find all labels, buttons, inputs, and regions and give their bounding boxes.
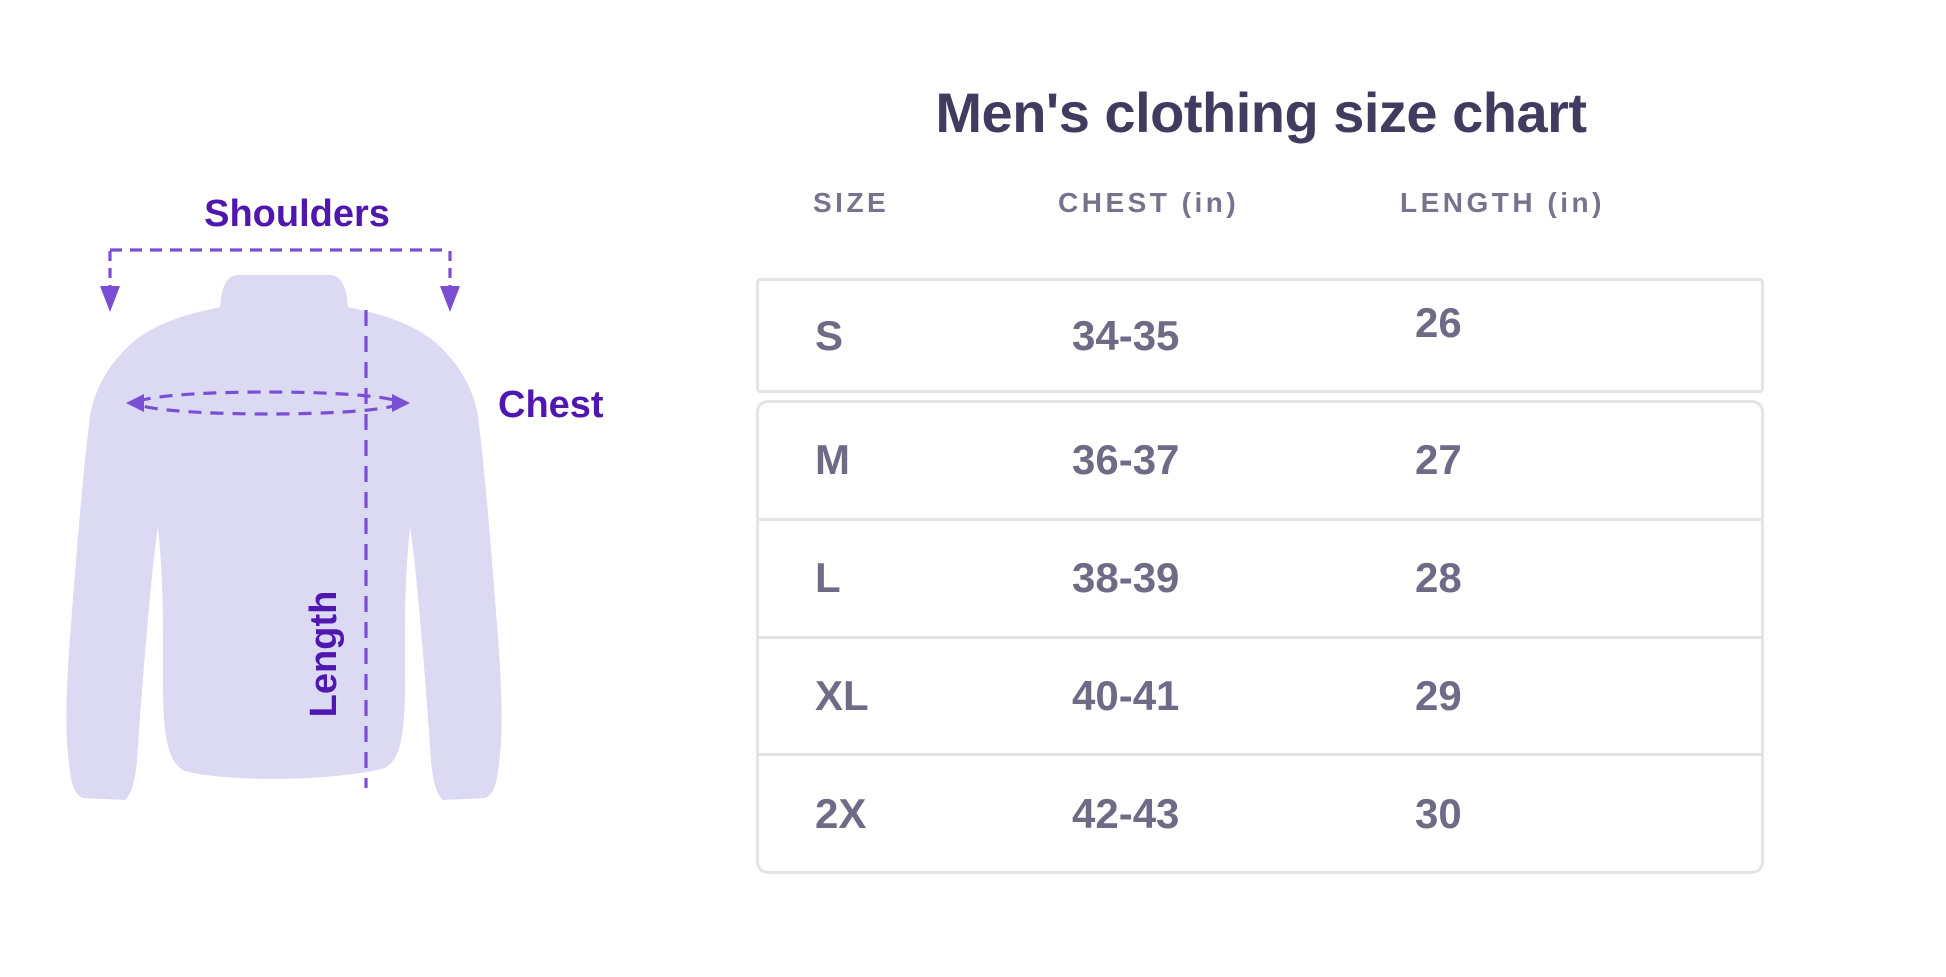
chest-cell: 42-43 xyxy=(1072,789,1180,837)
chest-label: Chest xyxy=(498,384,604,426)
size-cell: L xyxy=(815,554,841,602)
shoulders-arrow-left-icon xyxy=(100,286,120,312)
table-row: XL 40-41 29 xyxy=(759,639,1761,757)
column-header-length: LENGTH (in) xyxy=(1400,187,1605,218)
chest-cell: 40-41 xyxy=(1072,671,1180,719)
length-label: Length xyxy=(303,591,345,718)
shirt-measurement-diagram: Shoulders Chest Length xyxy=(66,193,604,800)
size-table-row-group-m-2x: M 36-37 27 L 38-39 28 XL 40-41 29 2X 42-… xyxy=(756,400,1764,874)
chest-cell: 36-37 xyxy=(1072,436,1180,484)
chest-cell: 38-39 xyxy=(1072,554,1180,602)
chest-cell: 34-35 xyxy=(1072,311,1180,359)
shirt-left-sleeve xyxy=(66,309,212,800)
shoulders-label: Shoulders xyxy=(204,193,390,235)
size-cell: XL xyxy=(815,671,869,719)
length-cell: 26 xyxy=(1415,298,1462,346)
table-row: M 36-37 27 xyxy=(759,403,1761,521)
shoulders-arrow-right-icon xyxy=(440,286,460,312)
column-header-size: SIZE xyxy=(813,187,890,218)
table-row: L 38-39 28 xyxy=(759,521,1761,639)
chest-measure-ellipse xyxy=(126,390,410,416)
size-table-row-group-s: S 34-35 26 xyxy=(756,278,1764,393)
column-header-chest: CHEST (in) xyxy=(1058,187,1240,218)
length-cell: 28 xyxy=(1415,554,1462,602)
table-row: S 34-35 26 xyxy=(759,281,1761,390)
length-cell: 30 xyxy=(1415,789,1462,837)
table-row: 2X 42-43 30 xyxy=(759,756,1761,871)
length-cell: 29 xyxy=(1415,671,1462,719)
size-cell: M xyxy=(815,436,850,484)
chest-arrow-right-icon xyxy=(392,394,410,412)
chest-arrow-left-icon xyxy=(126,394,144,412)
shirt-illustration xyxy=(66,275,502,800)
size-cell: 2X xyxy=(815,789,867,837)
shoulders-measure-bracket xyxy=(100,248,460,312)
shirt-torso xyxy=(140,307,428,779)
length-cell: 27 xyxy=(1415,436,1462,484)
page-title: Men's clothing size chart xyxy=(935,81,1587,144)
shirt-right-sleeve xyxy=(356,309,502,800)
shirt-collar xyxy=(220,275,348,310)
size-cell: S xyxy=(815,311,844,359)
